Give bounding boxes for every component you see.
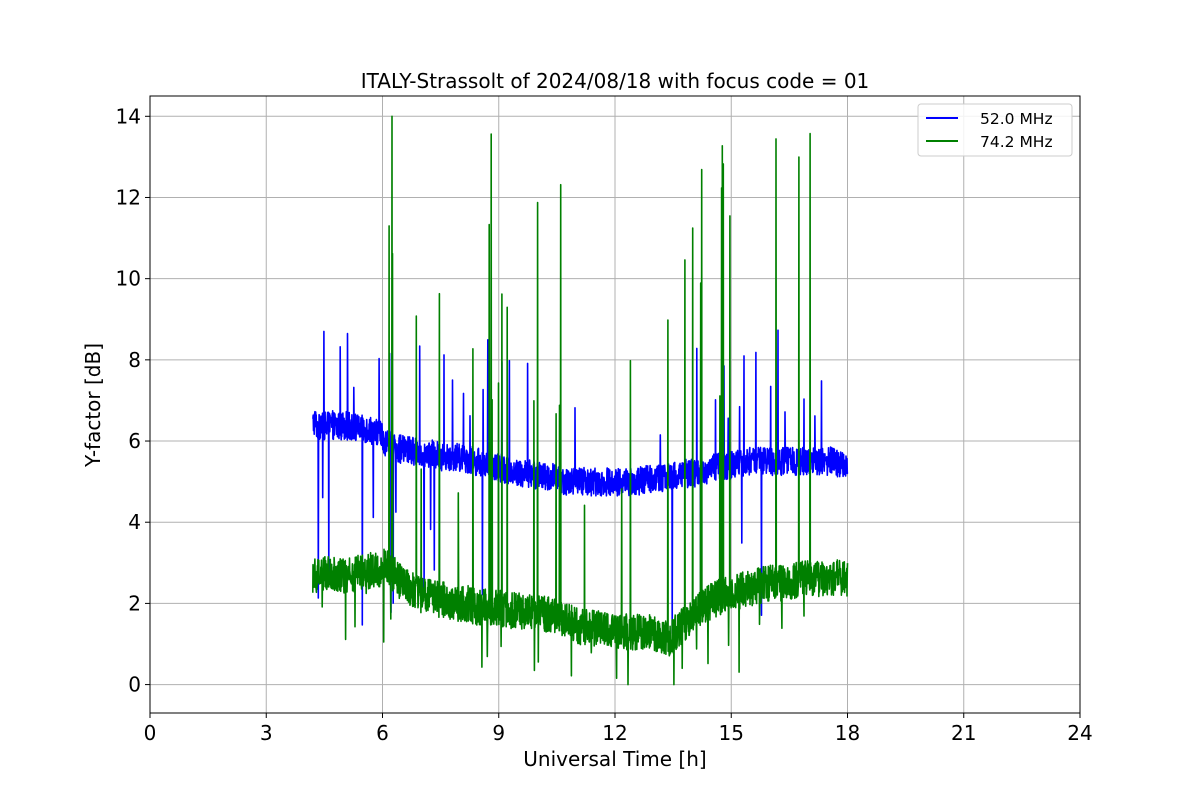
y-tick-label: 6 [128, 429, 141, 453]
x-tick-label: 0 [144, 721, 157, 745]
x-tick-label: 12 [602, 721, 627, 745]
x-axis-ticks: 0 3 6 9 12 15 18 21 24 [144, 713, 1093, 745]
series-line [312, 329, 849, 635]
legend-label: 52.0 MHz [980, 110, 1053, 128]
y-axis-label: Y-factor [dB] [81, 343, 105, 468]
y-axis-ticks: 0 2 4 6 8 10 12 14 [116, 104, 150, 697]
series-layer [312, 115, 849, 686]
y-tick-label: 10 [116, 267, 141, 291]
x-tick-label: 24 [1067, 721, 1092, 745]
x-tick-label: 6 [376, 721, 389, 745]
x-tick-label: 9 [492, 721, 505, 745]
y-tick-label: 8 [128, 348, 141, 372]
x-tick-label: 21 [951, 721, 976, 745]
chart-title: ITALY-Strassolt of 2024/08/18 with focus… [361, 69, 870, 93]
y-tick-label: 2 [128, 591, 141, 615]
x-tick-label: 15 [719, 721, 744, 745]
legend: 52.0 MHz 74.2 MHz [917, 103, 1073, 157]
y-tick-label: 14 [116, 104, 141, 128]
x-axis-label: Universal Time [h] [523, 747, 706, 771]
y-tick-label: 4 [128, 510, 141, 534]
legend-label: 74.2 MHz [980, 133, 1053, 151]
x-tick-label: 18 [835, 721, 860, 745]
y-tick-label: 0 [128, 673, 141, 697]
y-tick-label: 12 [116, 185, 141, 209]
x-tick-label: 3 [260, 721, 273, 745]
series-line [312, 115, 849, 686]
